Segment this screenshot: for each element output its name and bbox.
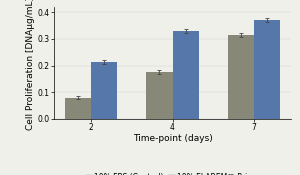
Bar: [146, 72, 172, 119]
Bar: [65, 98, 91, 119]
Bar: [228, 35, 254, 119]
Bar: [172, 31, 199, 119]
X-axis label: Time-point (days): Time-point (days): [133, 134, 212, 143]
Bar: [91, 62, 117, 119]
Bar: [254, 20, 280, 119]
Y-axis label: Cell Proliferation [DNAµg/mL]: Cell Proliferation [DNAµg/mL]: [26, 0, 35, 130]
Legend: 10% FBS (Control), 10% ELAREM™ Prime: 10% FBS (Control), 10% ELAREM™ Prime: [83, 170, 262, 175]
